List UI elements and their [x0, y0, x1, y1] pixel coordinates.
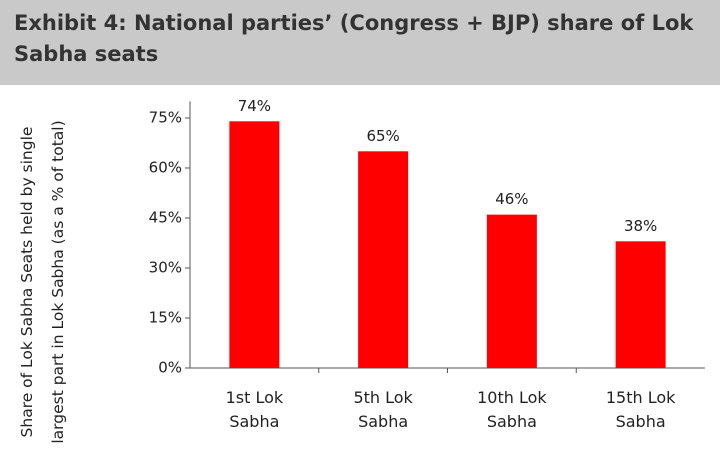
bar: [615, 241, 666, 368]
data-label: 74%: [238, 97, 271, 115]
chart-title: Exhibit 4: National parties’ (Congress +…: [14, 11, 694, 66]
x-tick-label: 5th Lok Sabha: [353, 388, 413, 431]
y-tick-label: 75%: [149, 108, 182, 126]
data-label: 65%: [366, 127, 399, 145]
bar: [486, 214, 537, 368]
y-tick-label: 45%: [149, 208, 182, 226]
y-tick-label: 30%: [149, 258, 182, 276]
y-tick-label: 0%: [158, 359, 182, 377]
data-label: 38%: [624, 217, 657, 235]
x-tick-label: 10th Lok Sabha: [477, 388, 547, 431]
x-tick-label: 15th Lok Sabha: [605, 388, 676, 431]
y-axis-label: Share of Lok Sabha Seats held by single …: [18, 120, 67, 444]
bar: [358, 151, 409, 368]
x-tick-label: 1st Lok Sabha: [225, 388, 284, 431]
header: Exhibit 4: National parties’ (Congress +…: [0, 0, 720, 85]
bar: [229, 121, 280, 369]
data-label: 46%: [495, 190, 528, 208]
y-tick-label: 15%: [149, 308, 182, 326]
y-tick-label: 60%: [149, 158, 182, 176]
